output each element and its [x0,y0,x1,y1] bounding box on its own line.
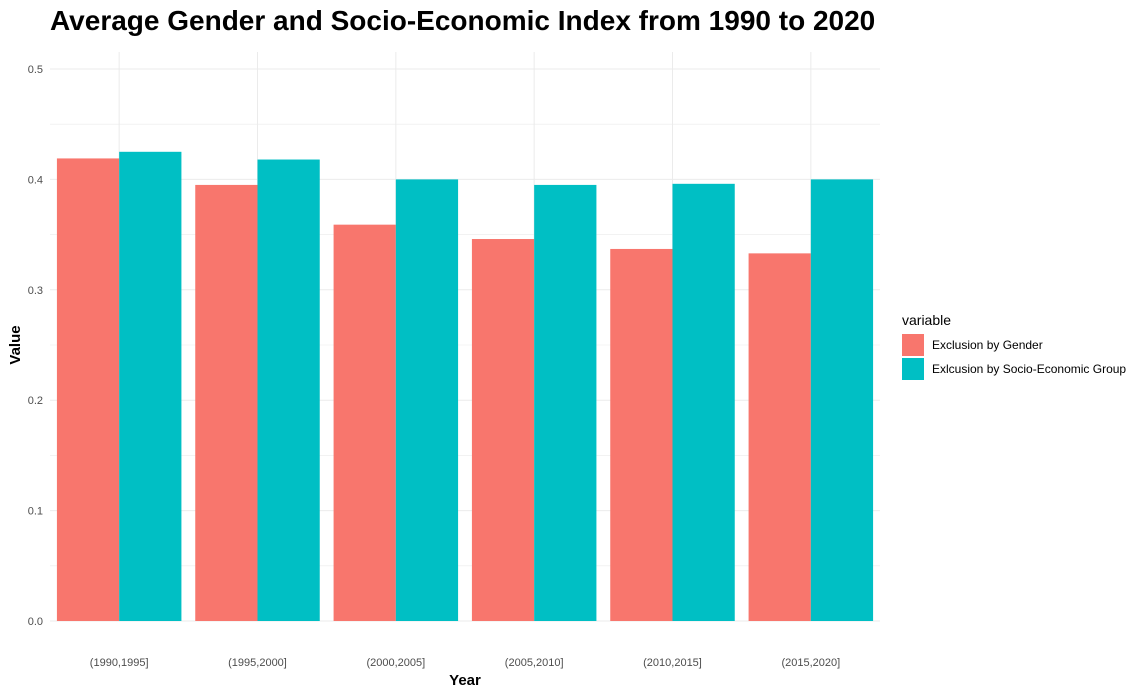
x-axis-ticks: (1990,1995] (1995,2000] (2000,2005] (2005,2… [90,657,840,669]
y-tick-label: 0.1 [28,506,43,518]
x-tick-label: (2005,2010] [505,657,564,669]
legend-key-gender [902,334,924,356]
bar-gender-5 [610,248,673,621]
bar-gender-4 [471,239,535,622]
bar-gender-2 [195,184,258,622]
legend-label-socio-economic: Exlcusion by Socio-Economic Group [932,362,1126,376]
y-tick-label: 0.0 [28,616,43,628]
bar-gender-6 [748,253,811,622]
bar-socio-economic-1 [119,151,182,622]
y-tick-label: 0.2 [28,395,43,407]
bar-gender-3 [333,224,396,621]
bar-socio-economic-4 [534,184,597,622]
x-tick-label: (2015,2020] [781,657,840,669]
y-tick-label: 0.3 [28,285,43,297]
x-tick-label: (1990,1995] [90,657,149,669]
y-tick-label: 0.5 [28,64,43,76]
bar-socio-economic-6 [810,179,874,621]
legend: variable Exclusion by Gender Exlcusion by… [902,312,1126,380]
bars [56,151,874,622]
legend-label-gender: Exclusion by Gender [932,338,1043,352]
x-tick-label: (2000,2005] [366,657,425,669]
bar-socio-economic-2 [257,159,320,621]
x-axis-title: Year [449,672,481,689]
bar-socio-economic-5 [672,183,735,622]
x-tick-label: (2010,2015] [643,657,702,669]
legend-title: variable [902,312,951,328]
bar-gender-1 [56,158,120,621]
y-tick-label: 0.4 [28,174,43,186]
legend-key-socio-economic [902,358,924,380]
x-tick-label: (1995,2000] [228,657,287,669]
y-axis-title: Value [7,325,24,364]
bar-socio-economic-3 [395,179,459,621]
chart-title: Average Gender and Socio-Economic Index … [50,5,875,36]
y-axis-ticks: 0.0 0.1 0.2 0.3 0.4 0.5 [28,64,43,628]
